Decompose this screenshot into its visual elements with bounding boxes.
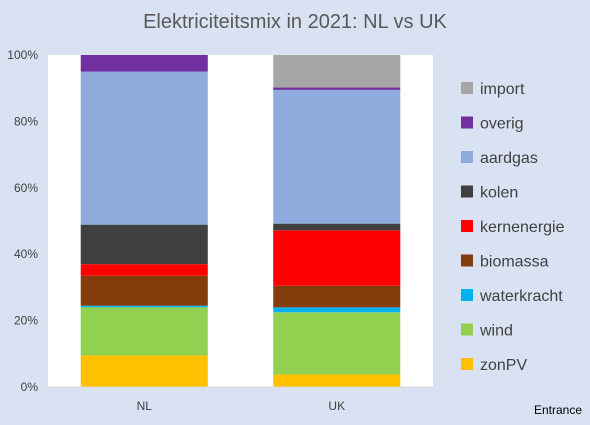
y-tick-label: 40%	[14, 247, 38, 261]
legend-label: wind	[479, 323, 513, 340]
y-axis: 0% 20% 40% 60% 80% 100%	[7, 48, 38, 394]
y-tick-label: 20%	[14, 314, 38, 328]
legend-label: overig	[480, 116, 524, 133]
bar-segment-nl-overig	[80, 55, 208, 72]
legend-label: biomassa	[480, 254, 549, 271]
legend-swatch	[461, 358, 473, 370]
y-tick-label: 0%	[21, 380, 39, 394]
bar-segment-uk-wind	[273, 312, 401, 375]
chart-title: Elektriciteitsmix in 2021: NL vs UK	[143, 11, 447, 33]
bar-segment-uk-waterkracht	[273, 307, 401, 313]
x-tick-label: NL	[137, 399, 153, 413]
bar-segment-nl-zonpv	[80, 355, 208, 387]
y-tick-label: 80%	[14, 114, 38, 128]
bar-segment-nl-wind	[80, 307, 208, 356]
bar-segment-nl-kernenergie	[80, 264, 208, 276]
y-tick-label: 100%	[7, 48, 38, 62]
bar-segment-nl-aardgas	[80, 71, 208, 225]
legend-label: aardgas	[480, 150, 538, 167]
credit-text: Entrance	[534, 403, 582, 417]
legend-label: zonPV	[480, 357, 527, 374]
legend-swatch	[461, 185, 473, 198]
bars	[80, 55, 401, 387]
bar-segment-uk-aardgas	[273, 89, 401, 224]
bar-segment-uk-biomassa	[273, 285, 401, 308]
legend-label: kernenergie	[480, 219, 565, 236]
bar-segment-uk-kolen	[273, 223, 401, 231]
bar-segment-uk-kernenergie	[273, 230, 401, 286]
bar-segment-uk-overig	[273, 87, 401, 90]
y-tick-label: 60%	[14, 181, 38, 195]
legend-swatch	[461, 220, 473, 232]
bar-segment-nl-biomassa	[80, 275, 208, 306]
legend-label: import	[480, 81, 525, 98]
legend-swatch	[461, 151, 473, 163]
bar-segment-uk-zonpv	[273, 374, 401, 387]
legend-label: kolen	[480, 185, 518, 202]
bar-segment-nl-kolen	[80, 224, 208, 265]
legend-label: waterkracht	[479, 288, 563, 305]
legend-swatch	[461, 82, 473, 94]
x-tick-label: UK	[328, 399, 345, 413]
x-axis: NL UK	[137, 399, 346, 413]
bar-segment-uk-import	[273, 55, 401, 88]
legend-swatch	[461, 116, 473, 129]
bar-segment-nl-waterkracht	[80, 305, 208, 308]
legend-swatch	[461, 323, 473, 336]
legend-swatch	[461, 254, 473, 267]
legend-swatch	[461, 289, 473, 301]
legend: import overig aardgas kolen kernenergie bioma…	[461, 81, 565, 374]
